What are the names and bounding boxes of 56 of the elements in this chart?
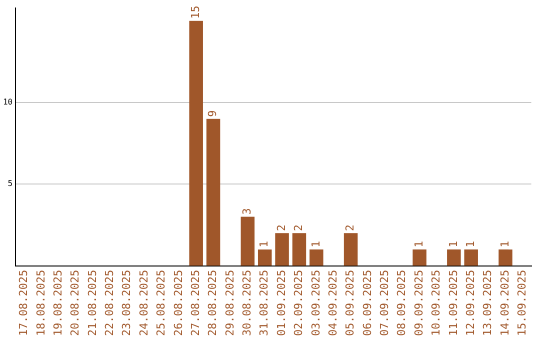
data-label: 15 <box>188 6 202 19</box>
x-tick-label: 01.09.2025 <box>274 270 288 336</box>
bar <box>498 249 512 266</box>
x-tick-label: 09.09.2025 <box>412 270 426 336</box>
data-label: 1 <box>446 240 460 248</box>
x-tick-label: 30.08.2025 <box>240 270 254 336</box>
data-label: 1 <box>412 240 426 248</box>
bar <box>275 233 289 266</box>
x-tick-label: 13.09.2025 <box>481 270 494 336</box>
x-tick-label: 04.09.2025 <box>326 270 340 336</box>
bar <box>447 249 461 266</box>
x-tick-label: 24.08.2025 <box>137 270 150 336</box>
x-tick-label: 05.09.2025 <box>344 270 357 336</box>
bar <box>464 249 478 266</box>
x-tick-label: 20.08.2025 <box>68 270 82 336</box>
bar <box>189 20 203 266</box>
data-label: 1 <box>258 240 271 248</box>
x-tick-label: 06.09.2025 <box>360 270 374 336</box>
bar <box>258 249 272 266</box>
x-tick-label: 25.08.2025 <box>154 270 168 336</box>
x-tick-label: 22.08.2025 <box>103 270 116 336</box>
bar <box>240 216 255 266</box>
data-label: 9 <box>206 110 220 117</box>
data-label: 2 <box>344 224 357 232</box>
y-tick-label: 10 <box>2 98 13 107</box>
bar <box>292 233 306 266</box>
x-tick-label: 12.09.2025 <box>464 270 477 336</box>
bar <box>412 249 426 266</box>
x-tick-label: 21.08.2025 <box>86 270 99 336</box>
x-tick-label: 19.08.2025 <box>51 270 64 336</box>
data-label: 3 <box>240 208 254 215</box>
x-tick-label: 29.08.2025 <box>223 270 236 336</box>
y-tick-label: 5 <box>8 179 13 188</box>
x-tick-label: 11.09.2025 <box>446 270 460 336</box>
x-tick-label: 17.08.2025 <box>17 270 30 336</box>
x-tick-label: 14.09.2025 <box>498 270 512 336</box>
x-tick-label: 28.08.2025 <box>206 270 220 336</box>
data-label: 1 <box>309 240 322 248</box>
x-tick-label: 15.09.2025 <box>516 270 529 336</box>
x-tick-label: 31.08.2025 <box>258 270 271 336</box>
x-tick-label: 27.08.2025 <box>188 270 202 336</box>
data-label: 1 <box>498 240 512 248</box>
x-tick-label: 23.08.2025 <box>120 270 134 336</box>
x-tick-label: 02.09.2025 <box>292 270 306 336</box>
data-label: 1 <box>464 240 477 248</box>
x-tick-label: 03.09.2025 <box>309 270 322 336</box>
x-tick-label: 10.09.2025 <box>430 270 443 336</box>
data-label: 2 <box>274 224 288 232</box>
data-label: 2 <box>292 224 306 232</box>
x-tick-label: 18.08.2025 <box>34 270 48 336</box>
x-tick-label: 26.08.2025 <box>172 270 185 336</box>
x-tick-label: 08.09.2025 <box>395 270 408 336</box>
x-tick-label: 07.09.2025 <box>378 270 392 336</box>
bar <box>344 233 358 266</box>
bar <box>310 249 324 266</box>
bar <box>206 118 220 266</box>
